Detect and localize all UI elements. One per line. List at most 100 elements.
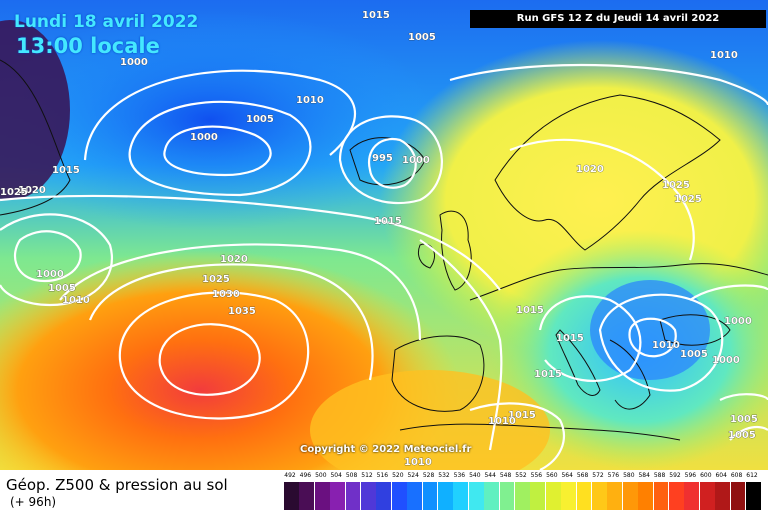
color-scale-swatch: [407, 482, 422, 510]
isobar: [689, 284, 768, 301]
black-sea-coast: [659, 314, 731, 346]
isobar: [338, 115, 443, 205]
color-scale-swatch: [438, 482, 453, 510]
isobar-label: 1025: [662, 180, 690, 191]
color-scale-label: 512: [361, 472, 373, 479]
color-scale-label: 600: [700, 472, 712, 479]
isobar-label: 1010: [296, 95, 324, 106]
isobar-label: 1000: [120, 57, 148, 68]
product-title: Géop. Z500 & pression au sol: [6, 476, 228, 494]
color-scale-swatch: [314, 482, 330, 510]
isobar: [367, 137, 417, 189]
color-scale-label: 508: [345, 472, 358, 479]
isobars: [0, 63, 768, 470]
isobar-label: 1015: [52, 165, 80, 176]
color-scale-swatch: [622, 482, 638, 510]
isobar-label: 1025: [0, 187, 28, 198]
color-scale-label: 604: [715, 472, 727, 479]
color-scale-label: 524: [407, 472, 419, 479]
color-scale-swatch: [376, 482, 392, 510]
copyright-notice: Copyright © 2022 Meteociel.fr: [300, 444, 472, 455]
isobar: [729, 425, 768, 441]
color-scale-swatch: [684, 482, 700, 510]
isobar-label: 1010: [488, 416, 516, 427]
isobar-label: 995: [372, 153, 393, 164]
isobar: [128, 100, 312, 197]
isobar-label: 1020: [576, 164, 604, 175]
color-scale-labels: 492 496 500 504 508 512 516 520 524 528 532 536 540 5…: [284, 470, 758, 482]
color-scale-label: 556: [530, 472, 543, 479]
color-scale-label: 608: [730, 472, 743, 479]
forecast-lead-time: (+ 96h): [10, 495, 57, 509]
greenland-coast: [0, 59, 71, 216]
color-scale-swatch: [545, 482, 561, 510]
isobar-label: 1010: [404, 457, 432, 468]
forecast-map: 1015 1005 1000 1010 1005 1000 995 1000 1…: [0, 0, 768, 470]
isobar-label: 1010: [62, 295, 90, 306]
isobar-label: 1005: [48, 283, 76, 294]
isobar-label: 1020: [220, 254, 248, 265]
color-scale-swatch: [330, 482, 345, 510]
isobar: [118, 291, 310, 420]
color-scale-swatch: [515, 482, 530, 510]
valid-date: Lundi 18 avril 2022: [14, 12, 199, 32]
isobar: [628, 317, 677, 358]
color-scale-label: 576: [607, 472, 620, 479]
isobar: [598, 293, 724, 392]
isobar-label: 1005: [730, 414, 758, 425]
isobar: [538, 295, 642, 382]
color-scale-swatch: [592, 482, 607, 510]
color-scale-swatch: [699, 482, 715, 510]
color-scale-label: 504: [330, 472, 342, 479]
color-scale-label: 548: [499, 472, 512, 479]
color-scale-swatch: [499, 482, 515, 510]
isobar: [163, 125, 272, 177]
isobar-label: 1015: [374, 216, 402, 227]
isobar: [509, 138, 695, 261]
color-scale-swatch: [453, 482, 469, 510]
color-scale-swatch: [669, 482, 684, 510]
isobar-label: 1030: [212, 289, 240, 300]
isobar-label: 1005: [728, 430, 756, 441]
isobar-label: 1015: [362, 10, 390, 21]
isobar: [59, 243, 422, 341]
color-scale-swatch: [361, 482, 376, 510]
color-scale-label: 584: [638, 472, 650, 479]
isobar-label: 1015: [556, 333, 584, 344]
isobar-label: 1025: [674, 194, 702, 205]
isobar-label: 1005: [408, 32, 436, 43]
color-scale-swatch: [638, 482, 653, 510]
color-scale-swatch: [730, 482, 746, 510]
color-scale-label: 532: [438, 472, 450, 479]
isobar-label: 1020: [18, 185, 46, 196]
color-scale-label: 588: [653, 472, 666, 479]
isobar-label: 1005: [680, 349, 708, 360]
color-scale-swatch: [576, 482, 592, 510]
isobar-label: 1015: [508, 410, 536, 421]
color-scale-swatch: [422, 482, 438, 510]
isobar-label: 1000: [190, 132, 218, 143]
color-scale-label: 572: [592, 472, 604, 479]
color-scale-label: 516: [376, 472, 389, 479]
color-scale-label: 564: [561, 472, 573, 479]
isobar-label: 1000: [724, 316, 752, 327]
north-atlantic-low-area: [0, 10, 440, 230]
isobar-label: 1025: [202, 274, 230, 285]
isobar-label: 1000: [402, 155, 430, 166]
color-scale-label: 544: [484, 472, 496, 479]
color-scale-label: 592: [669, 472, 681, 479]
isobar: [88, 263, 374, 381]
iceland-coast: [349, 137, 426, 186]
isobar: [449, 63, 768, 106]
color-scale-label: 492: [284, 472, 296, 479]
valid-time: 13:00 locale: [16, 34, 160, 58]
isobar-label: 1000: [36, 269, 64, 280]
color-scale-label: 568: [576, 472, 589, 479]
polar-vortex-area: [0, 20, 70, 200]
isobar-label: 1015: [516, 305, 544, 316]
color-scale-label: 536: [453, 472, 466, 479]
color-scale-label: 612: [746, 472, 758, 479]
color-scale-swatch: [345, 482, 361, 510]
continent-coast: [469, 263, 768, 301]
